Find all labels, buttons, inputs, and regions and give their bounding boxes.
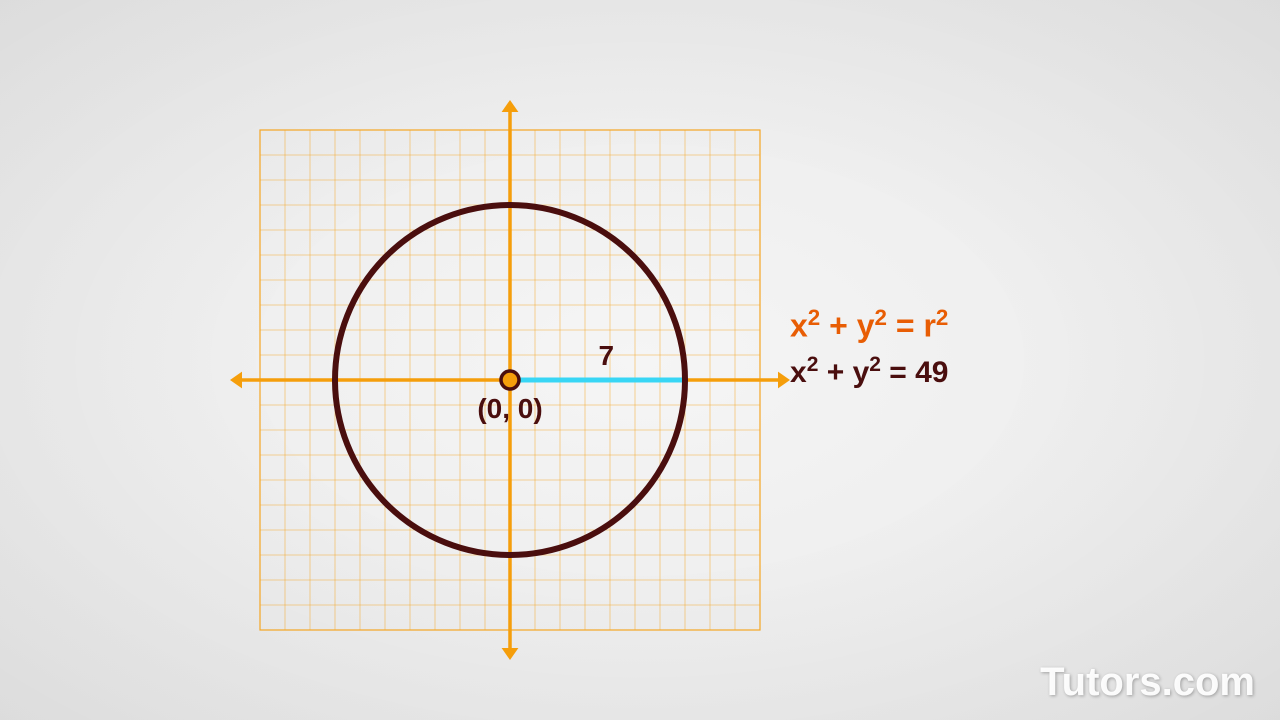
eq1-x: x [790, 308, 808, 344]
eq2-sup1: 2 [807, 353, 819, 376]
eq2-suffix: = 49 [881, 356, 949, 389]
equation-panel: x2 + y2 = r2 x2 + y2 = 49 [790, 305, 949, 398]
eq1-sup3: 2 [936, 305, 948, 330]
equation-specific: x2 + y2 = 49 [790, 353, 949, 390]
eq1-eq-r: = r [887, 308, 936, 344]
equation-general: x2 + y2 = r2 [790, 305, 949, 345]
circle-graph: 7 (0, 0) [230, 100, 790, 665]
eq1-plus-y: + y [820, 308, 874, 344]
svg-text:7: 7 [598, 340, 614, 371]
svg-text:(0, 0): (0, 0) [477, 393, 542, 424]
eq2-sup2: 2 [869, 353, 881, 376]
eq1-sup2: 2 [875, 305, 887, 330]
eq2-plus-y: + y [818, 356, 869, 389]
eq1-sup1: 2 [808, 305, 820, 330]
eq2-x: x [790, 356, 807, 389]
watermark-logo: Tutors.com [1040, 660, 1255, 705]
